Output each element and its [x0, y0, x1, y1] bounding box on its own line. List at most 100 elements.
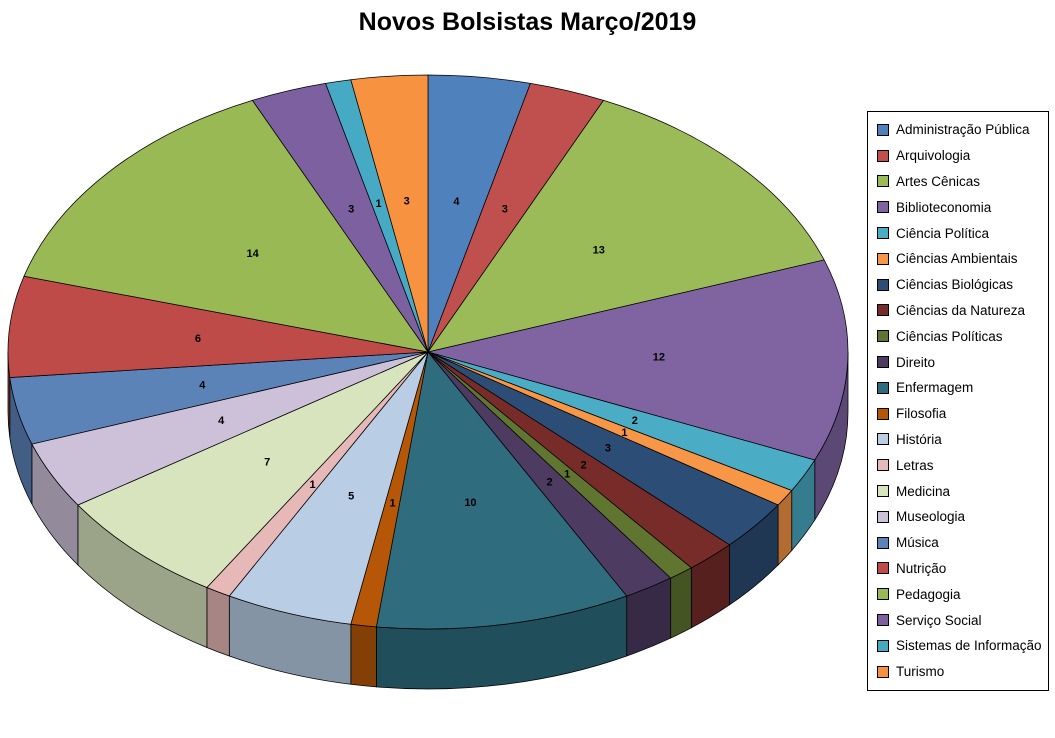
- legend-item-administra-o-p-blica: Administração Pública: [872, 117, 1046, 143]
- pie-slice-turismo: [350, 74, 429, 353]
- legend-swatch-icon: [877, 639, 889, 652]
- legend-item-artes-c-nicas: Artes Cênicas: [872, 169, 1046, 195]
- slice-value-label-hist-ria: 5: [348, 491, 354, 503]
- legend-item-arquivologia: Arquivologia: [872, 143, 1046, 169]
- pie-slice-biblioteconomia: [427, 259, 849, 461]
- pie-rim-letras: [206, 586, 230, 657]
- legend-label: Museologia: [896, 509, 966, 525]
- slice-value-label-filosofia: 1: [390, 498, 396, 510]
- slice-value-label-ci-ncias-da-natureza: 2: [581, 460, 587, 472]
- legend-item-servi-o-social: Serviço Social: [872, 607, 1046, 633]
- legend-label: Letras: [896, 457, 934, 473]
- legend-label: Ciências Políticas: [896, 328, 1003, 344]
- slice-value-label-turismo: 3: [404, 195, 410, 207]
- legend-label: Serviço Social: [896, 612, 982, 628]
- legend-item-hist-ria: História: [872, 427, 1046, 453]
- legend-swatch-icon: [877, 433, 889, 446]
- legend-swatch-icon: [877, 614, 889, 627]
- legend-label: Ciências Biológicas: [896, 277, 1014, 293]
- legend-swatch-icon: [877, 588, 889, 601]
- legend-label: Arquivologia: [896, 148, 971, 164]
- legend-item-biblioteconomia: Biblioteconomia: [872, 194, 1046, 220]
- slice-value-label-servi-o-social: 3: [348, 203, 354, 215]
- legend-item-enfermagem: Enfermagem: [872, 375, 1046, 401]
- legend-swatch-icon: [877, 227, 889, 240]
- slice-value-label-museologia: 4: [218, 415, 225, 427]
- slice-value-label-biblioteconomia: 12: [653, 352, 665, 364]
- legend-item-ci-ncias-ambientais: Ciências Ambientais: [872, 246, 1046, 272]
- legend-label: Turismo: [896, 664, 945, 680]
- legend-item-turismo: Turismo: [872, 659, 1046, 685]
- legend-swatch-icon: [877, 304, 889, 317]
- legend-item-nutri-o: Nutrição: [872, 556, 1046, 582]
- slice-value-label-pedagogia: 14: [246, 248, 259, 260]
- legend: Administração Pública Arquivologia Artes C…: [867, 111, 1049, 691]
- legend-item-ci-ncias-pol-ticas: Ciências Políticas: [872, 323, 1046, 349]
- pie-slice-nutri-o: [7, 275, 429, 378]
- legend-swatch-icon: [877, 665, 889, 678]
- legend-swatch-icon: [877, 330, 889, 343]
- legend-swatch-icon: [877, 536, 889, 549]
- legend-label: Medicina: [896, 483, 951, 499]
- slice-value-label-medicina: 7: [264, 456, 270, 468]
- slice-value-label-ci-ncias-ambientais: 1: [621, 427, 627, 439]
- slice-value-label-ci-ncias-biol-gicas: 3: [605, 443, 611, 455]
- legend-label: Ciências Ambientais: [896, 251, 1018, 267]
- legend-swatch-icon: [877, 201, 889, 214]
- legend-swatch-icon: [877, 149, 889, 162]
- legend-swatch-icon: [877, 485, 889, 498]
- slice-value-label-letras: 1: [309, 479, 315, 491]
- legend-swatch-icon: [877, 278, 889, 291]
- legend-swatch-icon: [877, 356, 889, 369]
- legend-label: Sistemas de Informação: [896, 638, 1042, 654]
- legend-item-ci-ncia-pol-tica: Ciência Política: [872, 220, 1046, 246]
- legend-swatch-icon: [877, 175, 889, 188]
- legend-label: História: [896, 431, 942, 447]
- chart-title: Novos Bolsistas Março/2019: [358, 8, 697, 36]
- slice-value-label-ci-ncias-pol-ticas: 1: [564, 469, 570, 481]
- slice-value-label-enfermagem: 10: [464, 497, 476, 509]
- legend-item-sistemas-de-informa-o: Sistemas de Informação: [872, 633, 1046, 659]
- legend-label: Música: [896, 535, 939, 551]
- slice-value-label-ci-ncia-pol-tica: 2: [632, 415, 638, 427]
- legend-swatch-icon: [877, 123, 889, 136]
- pie-slice-pedagogia: [23, 99, 429, 353]
- legend-item-m-sica: Música: [872, 530, 1046, 556]
- legend-label: Administração Pública: [896, 122, 1030, 138]
- slice-value-label-arquivologia: 3: [502, 203, 508, 215]
- slice-value-label-m-sica: 4: [199, 380, 206, 392]
- slice-value-label-nutri-o: 6: [195, 333, 201, 345]
- pie-rim-filosofia: [350, 623, 377, 688]
- slice-value-label-artes-c-nicas: 13: [593, 244, 605, 256]
- legend-item-pedagogia: Pedagogia: [872, 581, 1046, 607]
- slice-value-label-administra-o-p-blica: 4: [453, 196, 460, 208]
- legend-item-medicina: Medicina: [872, 478, 1046, 504]
- pie-slice-medicina: [77, 351, 429, 588]
- legend-item-museologia: Museologia: [872, 504, 1046, 530]
- legend-item-filosofia: Filosofia: [872, 401, 1046, 427]
- legend-label: Ciências da Natureza: [896, 302, 1026, 318]
- legend-label: Biblioteconomia: [896, 199, 992, 215]
- legend-swatch-icon: [877, 510, 889, 523]
- slice-value-label-sistemas-de-informa-o: 1: [376, 198, 382, 210]
- pie-slice-artes-c-nicas: [427, 99, 825, 353]
- legend-swatch-icon: [877, 381, 889, 394]
- legend-item-ci-ncias-biol-gicas: Ciências Biológicas: [872, 272, 1046, 298]
- legend-item-direito: Direito: [872, 349, 1046, 375]
- legend-swatch-icon: [877, 562, 889, 575]
- legend-label: Ciência Política: [896, 225, 990, 241]
- pie-rim-ci-ncias-pol-ticas: [670, 567, 692, 639]
- legend-label: Nutrição: [896, 560, 947, 576]
- legend-label: Filosofia: [896, 406, 947, 422]
- slice-value-label-direito: 2: [547, 477, 553, 489]
- legend-swatch-icon: [877, 252, 889, 265]
- legend-label: Direito: [896, 354, 936, 370]
- legend-label: Enfermagem: [896, 380, 974, 396]
- legend-label: Pedagogia: [896, 586, 961, 602]
- legend-item-letras: Letras: [872, 452, 1046, 478]
- legend-item-ci-ncias-da-natureza: Ciências da Natureza: [872, 298, 1046, 324]
- legend-label: Artes Cênicas: [896, 173, 981, 189]
- pie-slice-enfermagem: [375, 351, 628, 630]
- legend-swatch-icon: [877, 459, 889, 472]
